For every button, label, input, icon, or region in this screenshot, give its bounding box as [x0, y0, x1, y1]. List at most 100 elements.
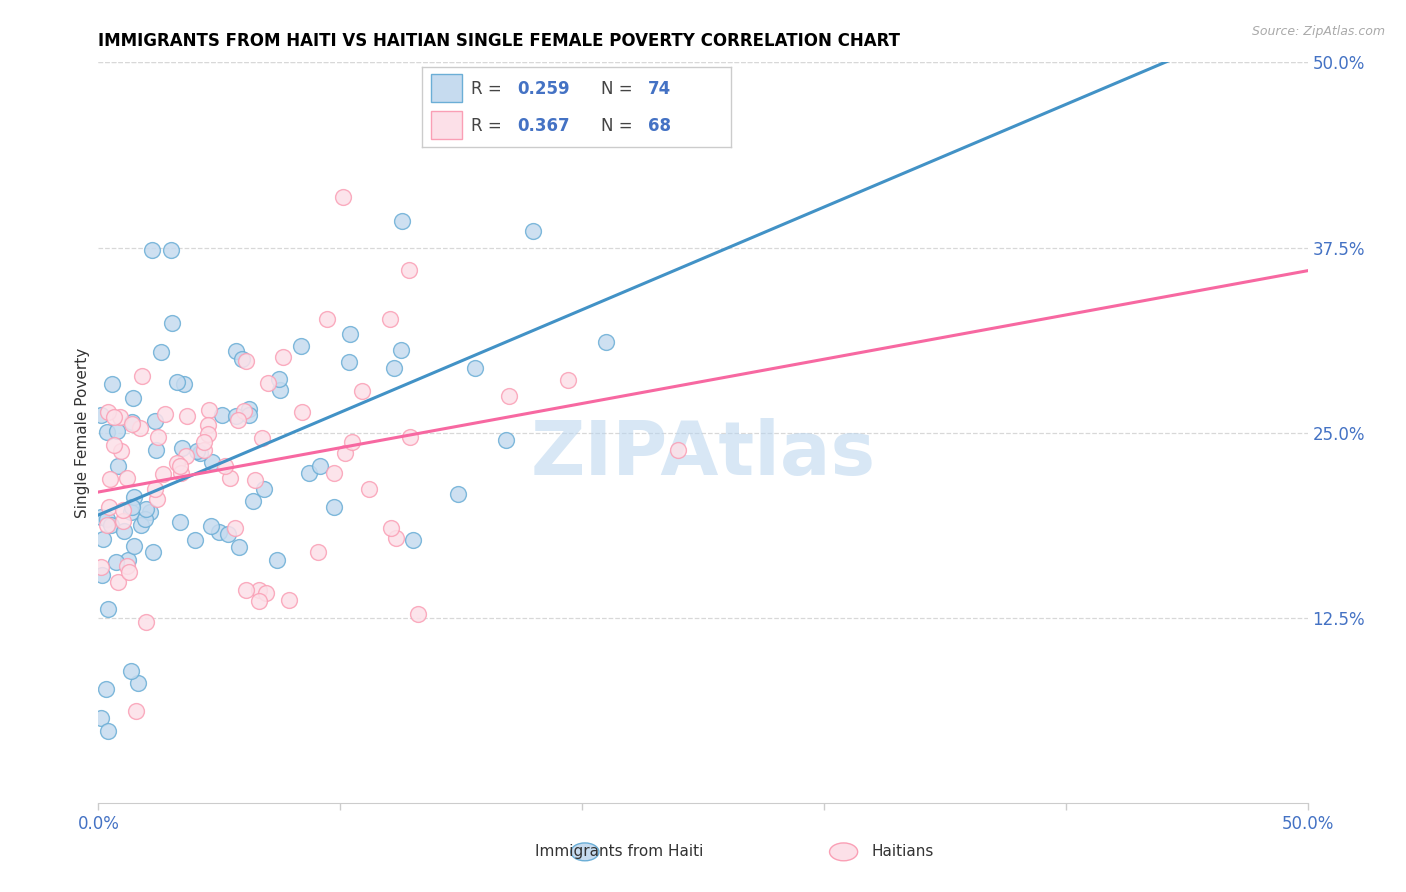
Point: [90, 510, 112, 524]
Point: [250, 431, 273, 445]
Point: [225, 343, 247, 358]
Point: [120, 505, 142, 519]
Point: [278, 593, 301, 607]
Text: N =: N =: [602, 79, 638, 97]
Point: [226, 413, 249, 427]
Point: [389, 343, 412, 358]
Point: [201, 455, 224, 469]
Point: [134, 512, 156, 526]
Point: [340, 434, 363, 449]
Point: [323, 467, 346, 481]
Point: [96, 425, 118, 439]
Point: [110, 444, 132, 458]
Point: [495, 433, 517, 447]
Point: [267, 372, 290, 386]
Point: [666, 442, 689, 457]
Point: [391, 214, 413, 228]
Text: ZIPAtlas: ZIPAtlas: [530, 418, 876, 491]
Point: [128, 421, 150, 435]
Point: [96, 723, 118, 738]
Point: [142, 545, 165, 559]
Point: [155, 407, 177, 421]
Point: [169, 459, 191, 474]
Point: [402, 533, 425, 547]
Point: [257, 376, 280, 390]
Point: [406, 607, 429, 621]
Point: [380, 312, 402, 326]
Point: [247, 583, 270, 598]
Point: [174, 449, 197, 463]
Point: [235, 354, 257, 368]
Point: [121, 417, 143, 431]
Point: [170, 441, 193, 455]
Point: [103, 409, 125, 424]
Point: [166, 456, 188, 470]
Point: [115, 471, 138, 485]
Point: [107, 574, 129, 589]
Point: [139, 505, 162, 519]
Point: [173, 377, 195, 392]
Point: [145, 442, 167, 457]
Point: [111, 503, 134, 517]
Point: [166, 376, 188, 390]
Point: [198, 403, 221, 417]
Point: [308, 458, 330, 473]
Point: [96, 518, 118, 533]
Point: [238, 409, 260, 423]
Point: [290, 339, 312, 353]
Point: [307, 545, 329, 559]
Point: [91, 532, 114, 546]
Point: [214, 459, 236, 474]
Point: [193, 434, 215, 449]
Point: [186, 444, 208, 458]
Point: [382, 360, 405, 375]
Point: [243, 473, 266, 487]
Point: [217, 527, 239, 541]
Point: [176, 409, 198, 424]
Point: [105, 424, 128, 438]
Point: [117, 566, 139, 580]
Point: [112, 514, 135, 528]
Point: [162, 316, 184, 330]
Point: [398, 262, 420, 277]
Point: [266, 553, 288, 567]
Point: [143, 414, 166, 428]
Point: [380, 521, 402, 535]
Point: [316, 312, 339, 326]
Y-axis label: Single Female Poverty: Single Female Poverty: [75, 348, 90, 517]
Point: [188, 446, 211, 460]
Point: [152, 467, 174, 481]
Point: [127, 676, 149, 690]
Point: [269, 384, 291, 398]
Point: [112, 524, 135, 538]
Point: [98, 472, 121, 486]
Point: [357, 482, 380, 496]
Point: [197, 418, 219, 433]
Point: [557, 373, 579, 387]
Point: [107, 458, 129, 473]
Point: [135, 615, 157, 629]
Point: [97, 500, 120, 514]
Point: [150, 344, 173, 359]
Point: [131, 369, 153, 384]
Point: [385, 531, 408, 545]
Point: [122, 539, 145, 553]
Point: [117, 553, 139, 567]
Point: [200, 519, 222, 533]
Point: [100, 518, 122, 533]
Point: [242, 493, 264, 508]
Text: IMMIGRANTS FROM HAITI VS HAITIAN SINGLE FEMALE POVERTY CORRELATION CHART: IMMIGRANTS FROM HAITI VS HAITIAN SINGLE …: [98, 32, 900, 50]
Point: [141, 244, 163, 258]
Point: [350, 384, 373, 398]
Point: [228, 540, 250, 554]
Point: [103, 438, 125, 452]
Point: [96, 512, 118, 526]
Point: [146, 492, 169, 507]
Point: [219, 470, 242, 484]
Point: [115, 558, 138, 573]
Point: [97, 602, 120, 616]
Point: [129, 518, 152, 533]
Point: [94, 681, 117, 696]
Point: [135, 501, 157, 516]
Text: R =: R =: [471, 79, 508, 97]
